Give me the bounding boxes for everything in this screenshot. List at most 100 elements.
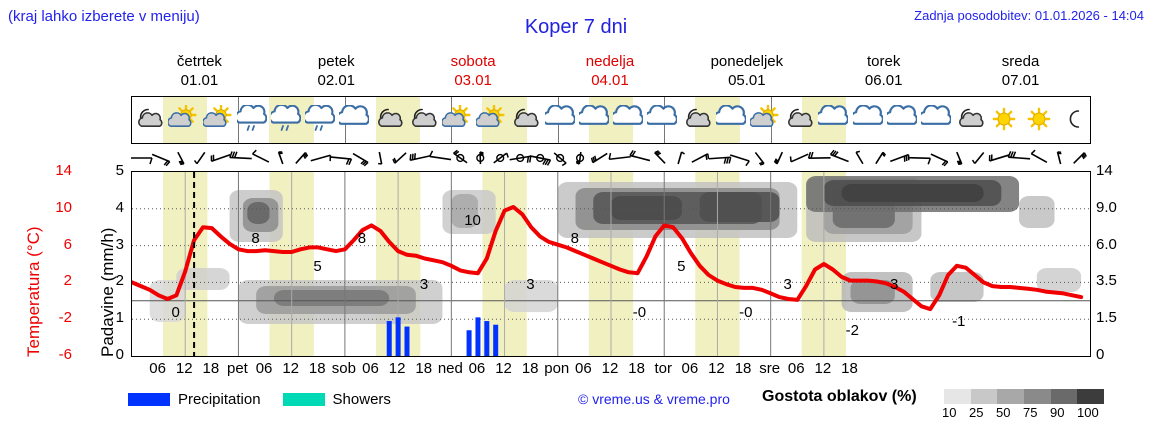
colorbar-segment [1024,389,1051,404]
day-date: 06.01 [864,72,903,89]
precipitation-color-swatch [128,392,170,406]
temperature-label: 8 [358,230,366,247]
colorbar-segment [997,389,1025,404]
x-axis-tick: 12 [175,360,193,377]
temperature-label: 5 [677,258,685,275]
x-axis-tick: 12 [708,360,725,377]
temperature-axis-title: Temperatura (°C) [4,171,43,357]
sun-icon [989,105,1019,140]
day-header-3: sobota 03.01 [405,52,542,96]
colorbar-tick: 90 [1050,405,1065,420]
x-axis-tick: 06 [468,360,486,377]
day-header-row: četrtek 01.01 petek 02.01 sobota 03.01 nedelja… [131,52,1091,96]
moon-cloud-icon [682,105,712,140]
temperature-label: 10 [464,212,481,229]
cloud-icon [610,104,645,140]
x-axis-tick: tor [654,360,672,377]
day-name: torek [867,53,901,70]
day-header-4: nedelja 04.01 [542,52,679,96]
precipitation-bar [386,321,392,356]
cloud-height-axis-title: Višina oblakov (km) [1130,171,1152,361]
cloud-icon [576,104,610,140]
precipitation-tick: 5 [115,162,124,179]
cloud-icon [815,104,850,140]
temperature-label: -0 [633,304,646,321]
showers-color-swatch [282,392,325,406]
temperature-curve [132,205,1084,312]
x-axis-tick: 12 [282,360,299,377]
day-header-2: petek 02.01 [268,52,405,96]
temperature-label: -1 [952,313,965,330]
x-axis-tick: 12 [814,360,832,377]
temperature-tick: 10 [55,198,72,216]
sun-cloud-icon [441,104,472,140]
cloud-density-legend-label: Gostota oblakov (%) [762,388,917,405]
day-date: 03.01 [454,72,492,89]
day-header-5: ponedeljek 05.01 [678,52,815,96]
precipitation-bar [466,330,472,356]
day-name: sreda [1001,53,1040,70]
x-axis-tick: 18 [521,360,539,377]
temperature-label: 0 [171,304,179,321]
day-name: četrtek [176,53,222,70]
temperature-tick: 6 [63,235,72,253]
temperature-label: 3 [420,276,428,293]
day-header-1: četrtek 01.01 [131,52,268,96]
x-axis-tick: 12 [601,360,619,377]
page-header: (kraj lahko izberete v meniju) Koper 7 d… [0,0,1152,38]
x-axis-tick: 06 [787,360,805,377]
day-header-7: sreda 07.01 [952,52,1089,96]
cloud-height-tick: 3.5 [1096,272,1117,290]
cloud-height-tick: 14 [1096,162,1113,179]
temperature-label: -2 [846,322,859,339]
weather-icon-row [131,96,1091,144]
day-name: ponedeljek [710,53,784,70]
cloud-icon [644,104,679,140]
page-title: Koper 7 dni [524,16,628,38]
sun-cloud-icon [749,104,780,140]
x-axis-tick: sob [331,360,356,377]
temperature-label: 3 [784,276,792,293]
temperature-label: 5 [313,258,321,275]
cloud-density-colorbar-labels: 10 25 50 75 90 100 [938,405,1118,421]
x-axis-tick: 18 [841,360,858,377]
precipitation-bar [404,326,410,356]
sun-icon [1024,105,1054,140]
cloud-drizzle-icon [268,103,302,140]
temperature-label: 8 [571,230,579,247]
copyright-link[interactable]: © vreme.us & vreme.pro [578,391,730,407]
day-name: nedelja [585,53,635,70]
cloud-density-colorbar [944,389,1105,404]
precipitation-tick: 0 [115,346,124,363]
temperature-tick: -2 [58,309,72,327]
x-axis-tick: sre [759,360,781,377]
precipitation-axis-title: Padavine (mm/h) [78,171,117,357]
moon-cloud-icon [784,105,814,140]
colorbar-tick: 100 [1077,405,1099,420]
x-axis-tick: ned [437,360,463,377]
moon-icon [1058,105,1088,140]
x-axis-tick: 18 [415,360,433,377]
sun-cloud-icon [167,104,198,140]
showers-legend-label: Showers [332,390,391,408]
precipitation-tick: 2 [115,272,124,290]
cloud-height-tick: 6.0 [1096,235,1117,253]
temperature-tick: 2 [63,272,72,290]
moon-cloud-icon [955,105,985,140]
precipitation-legend-label: Precipitation [178,390,261,408]
x-axis-tick: 06 [362,360,379,377]
colorbar-tick: 50 [996,405,1011,420]
x-axis-tick: 06 [575,360,592,377]
precipitation-tick: 1 [115,309,124,327]
last-updated-text: Zadnja posodobitev: 01.01.2026 - 14:04 [914,8,1144,23]
cloud-icon [883,104,918,140]
moon-cloud-icon [374,105,404,140]
sun-cloud-icon [201,104,233,140]
x-axis-tick: 06 [681,360,699,377]
day-name: sobota [450,53,496,70]
precipitation-bar [475,317,481,356]
cloud-icon [849,104,884,140]
menu-hint-text: (kraj lahko izberete v meniju) [8,8,200,25]
cloud-icon [336,104,371,140]
precipitation-tick: 3 [115,235,124,253]
